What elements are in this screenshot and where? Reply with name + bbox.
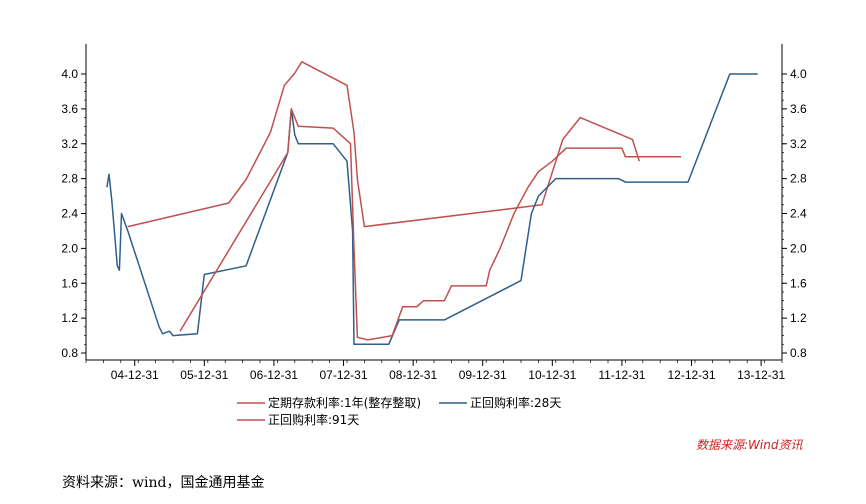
y-tick-label-right: 1.6 [790,276,807,290]
y-tick-label-left: 3.2 [61,137,78,151]
y-tick-label-left: 3.6 [61,102,78,116]
y-tick-label-left: 0.8 [61,346,78,360]
y-tick-label-right: 3.2 [790,137,807,151]
y-tick-label-left: 2.0 [61,241,78,255]
y-tick-label-right: 1.2 [790,311,807,325]
x-tick-label: 09-12-31 [459,368,507,382]
x-tick-label: 11-12-31 [598,368,645,382]
source-note: 资料来源：wind，国金通用基金 [62,475,265,491]
x-tick-label: 07-12-31 [319,368,367,382]
y-tick-label-right: 3.6 [790,102,807,116]
y-tick-label-right: 2.8 [790,172,807,186]
axes: 0.8 1.2 1.6 2.0 2.4 2.8 3.2 3.6 4.0 0.8 1.2 1.6 2.0 2… [61,44,807,382]
x-tick-label: 08-12-31 [389,368,437,382]
y-tick-label-right: 2.0 [790,241,807,255]
y-tick-label-left: 4.0 [61,67,78,81]
y-tick-label-right: 2.4 [790,207,807,221]
y-tick-label-left: 1.6 [61,276,78,290]
y-tick-label-right: 0.8 [790,346,807,360]
legend: 定期存款利率:1年(整存整取) 正回购利率:28天 正回购利率:91天 [237,395,561,427]
legend-label-deposit: 定期存款利率:1年(整存整取) [268,395,421,410]
y-tick-label-left: 1.2 [61,311,78,325]
series-layer [106,61,758,346]
wind-watermark: 数据来源:Wind资讯 [696,438,803,452]
x-tick-label: 06-12-31 [250,368,298,382]
y-tick-label-right: 4.0 [790,67,807,81]
y-tick-label-left: 2.8 [61,172,78,186]
x-tick-label: 04-12-31 [111,368,159,382]
legend-label-repo28: 正回购利率:28天 [470,395,561,410]
series-line-deposit-1y [127,61,641,228]
x-tick-label: 10-12-31 [528,368,576,382]
series-line-repo-28d [106,73,758,346]
series-line-repo-91d [179,108,682,341]
x-tick-label: 05-12-31 [180,368,228,382]
y-tick-label-left: 2.4 [61,207,78,221]
legend-label-repo91: 正回购利率:91天 [268,412,359,427]
x-tick-label: 12-12-31 [667,368,715,382]
x-tick-label: 13-12-31 [737,368,785,382]
